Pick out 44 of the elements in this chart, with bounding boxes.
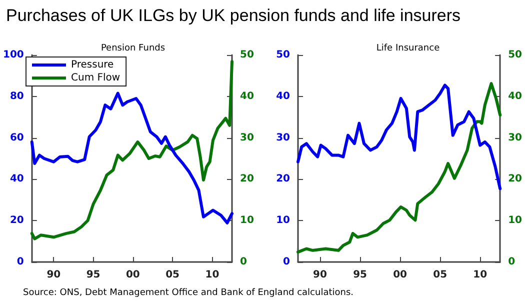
line-series: [30, 92, 234, 224]
y-tick-label: 50: [276, 50, 290, 60]
y2-tick-label: 10: [508, 215, 522, 226]
y-tick-label: 80: [10, 90, 24, 102]
x-tick-label: 95: [353, 270, 368, 280]
x-tick-label: 00: [393, 270, 408, 280]
line-series: [296, 84, 502, 190]
y-tick-label: 40: [10, 174, 24, 185]
y-tick-label: 20: [10, 215, 24, 226]
x-tick-label: 95: [86, 270, 100, 280]
y2-tick-label: 40: [240, 90, 254, 102]
y-tick-label: 0: [16, 256, 24, 268]
chart-title: Purchases of UK ILGs by UK pension funds and life insurers: [6, 6, 461, 26]
x-tick-label: 05: [433, 270, 448, 280]
x-tick-label: 00: [126, 270, 140, 280]
line-series: [30, 60, 234, 240]
y2-tick-label: 30: [508, 132, 522, 144]
x-tick-label: 10: [205, 270, 220, 280]
y-tick-label: 60: [10, 132, 24, 144]
x-tick-label: 10: [473, 270, 488, 280]
line-series: [296, 82, 502, 254]
y-tick-label: 100: [3, 50, 24, 60]
y2-tick-label: 10: [240, 215, 254, 226]
y2-tick-label: 0: [508, 256, 516, 268]
y2-tick-label: 20: [508, 174, 522, 185]
x-tick-label: 90: [313, 270, 328, 280]
y2-tick-label: 30: [240, 132, 254, 144]
y2-tick-label: 20: [240, 174, 254, 185]
y-tick-label: 10: [276, 215, 290, 226]
y2-tick-label: 50: [240, 50, 254, 60]
y2-tick-label: 40: [508, 90, 522, 102]
y-tick-label: 20: [276, 174, 290, 185]
y2-tick-label: 50: [508, 50, 522, 60]
legend-label: Cum Flow: [71, 72, 120, 84]
x-tick-label: 05: [166, 270, 180, 280]
x-tick-label: 90: [46, 270, 61, 280]
y2-tick-label: 0: [240, 256, 247, 268]
source-note: Source: ONS, Debt Management Office and Bank of England calculations.: [23, 288, 354, 298]
chart-subtitle: Life Insurance: [376, 44, 440, 54]
y-tick-label: 30: [276, 132, 290, 144]
y-tick-label: 0: [283, 256, 290, 268]
legend-label: Pressure: [71, 60, 114, 70]
chart-subtitle: Pension Funds: [100, 44, 166, 54]
y-tick-label: 40: [276, 90, 290, 102]
